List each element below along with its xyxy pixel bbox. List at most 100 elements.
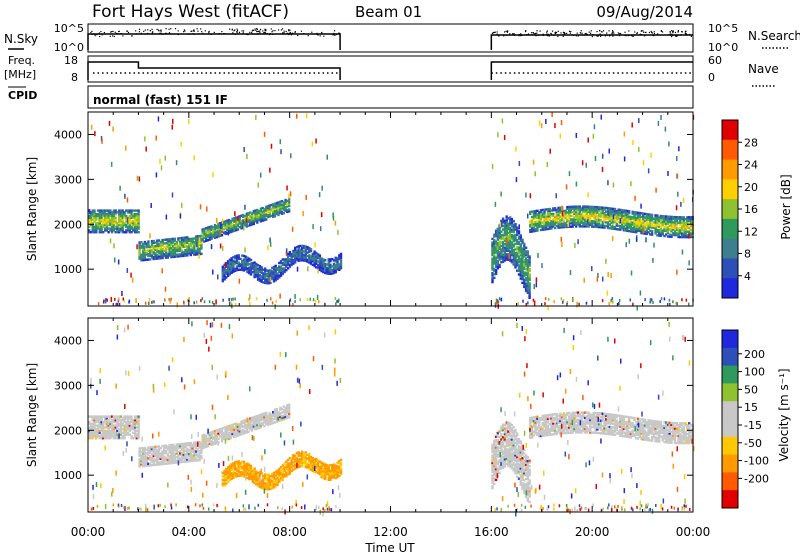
echo-cell — [528, 291, 531, 294]
echo-cell — [507, 249, 510, 252]
echo-cell — [505, 244, 508, 247]
echo-cell — [149, 245, 152, 248]
echo-cell — [288, 467, 292, 471]
echo-cell — [569, 225, 573, 228]
echo-cell — [688, 216, 691, 219]
freq-line — [87, 61, 693, 80]
echo-cell — [548, 211, 551, 214]
echo-cell — [164, 251, 168, 254]
nsky-point — [111, 31, 113, 33]
echo-cell — [225, 269, 228, 272]
date-label: 09/Aug/2014 — [596, 3, 693, 21]
echo-cell — [232, 465, 235, 469]
echo-cell — [568, 205, 571, 209]
echo-cell — [514, 251, 517, 255]
echo-cell — [105, 437, 108, 440]
echo-cell — [98, 426, 101, 429]
echo-cell — [149, 247, 152, 250]
echo-cell — [272, 471, 276, 475]
near-range-speckle — [164, 298, 166, 302]
echo-cell — [288, 263, 292, 266]
noise-speckle — [108, 120, 111, 126]
echo-cell — [550, 227, 553, 230]
echo-cell — [103, 213, 107, 216]
echo-cell — [250, 427, 254, 430]
echo-cell — [227, 433, 231, 437]
echo-cell — [505, 242, 508, 245]
echo-cell — [529, 212, 532, 215]
nsky-point — [542, 34, 544, 36]
echo-cell — [186, 460, 189, 463]
noise-speckle — [491, 163, 494, 169]
echo-cell — [546, 222, 550, 225]
echo-cell — [184, 446, 187, 449]
echo-cell — [619, 210, 622, 213]
echo-cell — [642, 217, 645, 221]
echo-cell — [606, 225, 610, 228]
echo-cell — [114, 218, 117, 221]
echo-cell — [175, 443, 178, 446]
echo-cell — [276, 277, 279, 281]
echo-cell — [505, 231, 508, 234]
echo-cell — [257, 217, 261, 220]
echo-cell — [118, 222, 121, 225]
noise-speckle — [586, 219, 589, 225]
echo-cell — [255, 273, 258, 276]
echo-cell — [168, 458, 171, 461]
echo-cell — [154, 447, 157, 450]
echo-cell — [250, 425, 254, 429]
echo-cell — [612, 227, 615, 230]
echo-cell — [517, 232, 521, 235]
echo-cell — [571, 220, 574, 223]
echo-cell — [259, 415, 263, 418]
echo-cell — [684, 225, 687, 228]
echo-cell — [536, 229, 539, 232]
echo-cell — [313, 252, 316, 255]
echo-cell — [643, 219, 647, 223]
echo-cell — [265, 280, 269, 283]
nsky-point — [166, 33, 168, 35]
echo-cell — [219, 222, 222, 225]
echo-cell — [184, 252, 187, 255]
near-range-speckle — [669, 302, 671, 306]
echo-cell — [297, 256, 300, 259]
echo-cell — [670, 219, 673, 222]
echo-cell — [519, 245, 522, 248]
echo-cell — [238, 431, 241, 435]
noise-speckle — [318, 192, 321, 198]
echo-cell — [145, 459, 148, 462]
noise-speckle — [180, 141, 183, 147]
echo-cell — [689, 216, 693, 219]
echo-cell — [132, 214, 135, 218]
echo-cell — [526, 288, 529, 291]
nsky-point — [686, 34, 689, 36]
echo-cell — [645, 220, 648, 223]
echo-cell — [272, 205, 275, 208]
echo-cell — [135, 426, 138, 429]
echo-cell — [229, 221, 233, 225]
echo-cell — [659, 229, 663, 232]
echo-cell — [519, 254, 522, 257]
echo-cell — [179, 244, 182, 247]
echo-cell — [272, 414, 275, 417]
echo-cell — [564, 211, 567, 214]
echo-cell — [507, 254, 510, 258]
echo-cell — [675, 228, 678, 231]
echo-cell — [521, 247, 524, 250]
echo-cell — [88, 437, 91, 440]
echo-cell — [171, 241, 175, 244]
echo-cell — [501, 233, 505, 237]
echo-cell — [242, 258, 246, 261]
echo-cell — [552, 207, 555, 210]
noise-speckle — [269, 167, 271, 173]
echo-cell — [270, 415, 273, 418]
echo-cell — [615, 219, 618, 222]
echo-cell — [103, 429, 107, 433]
nsky-point — [563, 32, 565, 34]
echo-cell — [507, 237, 510, 240]
echo-cell — [294, 252, 297, 255]
echo-cell — [249, 419, 252, 422]
echo-cell — [510, 230, 514, 233]
echo-cell — [241, 254, 244, 257]
echo-cell — [233, 433, 236, 437]
